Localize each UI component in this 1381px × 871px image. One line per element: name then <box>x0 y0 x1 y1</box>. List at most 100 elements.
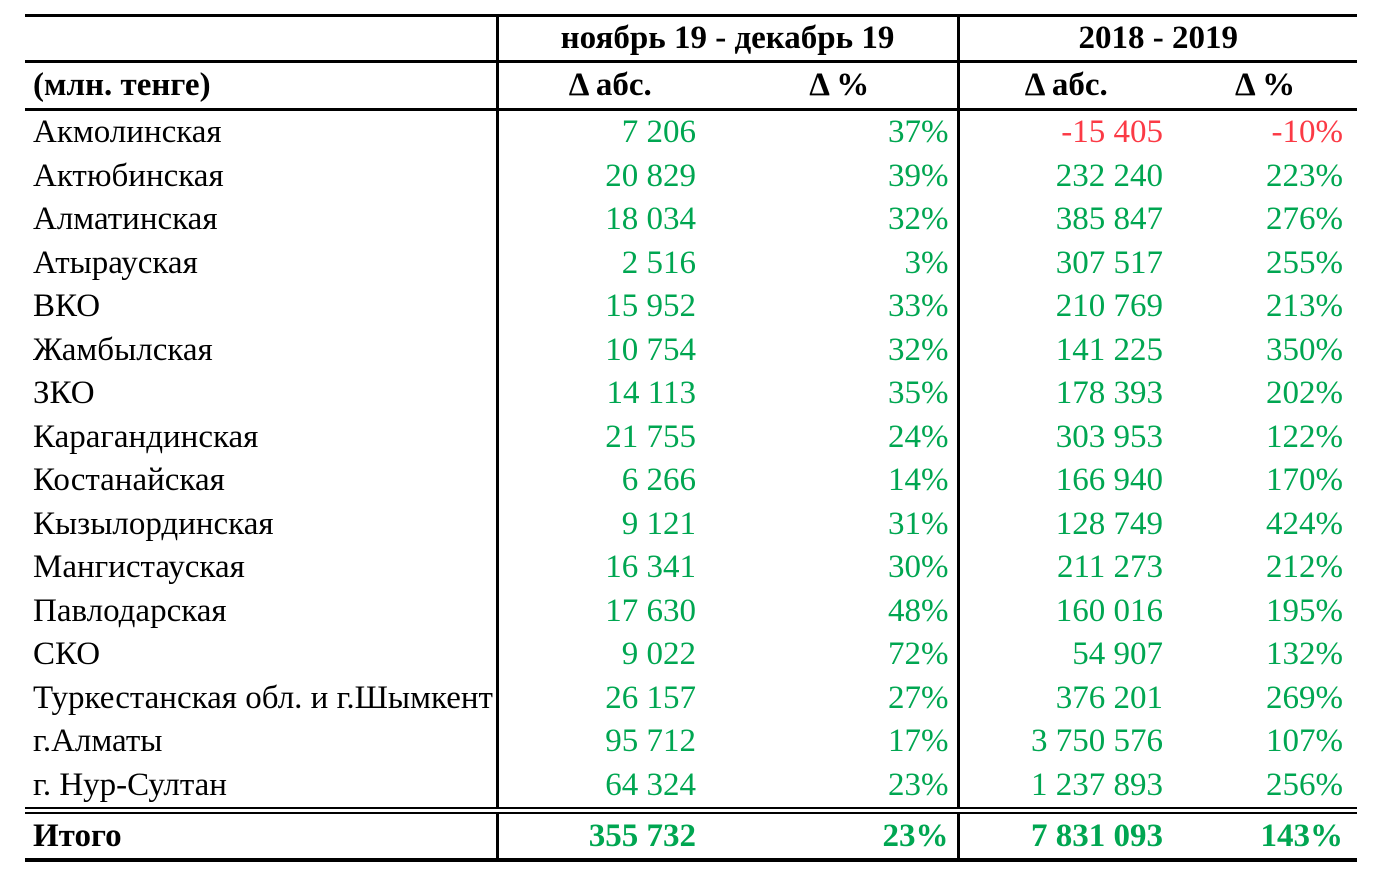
value-cell: 2 516 <box>495 241 722 285</box>
region-cell: Костанайская <box>33 462 225 499</box>
value-cell: 14 113 <box>495 372 722 416</box>
value-cell: 255% <box>1266 244 1344 281</box>
region-cell: Алматинская <box>33 201 218 238</box>
value-cell: 3 750 576 <box>956 720 1174 764</box>
value-cell: 9 022 <box>495 633 722 677</box>
value-cell: 64 324 <box>495 763 722 811</box>
value-cell: 141 225 <box>956 328 1174 372</box>
value-cell: 30% <box>888 549 949 586</box>
value-cell: 256% <box>1266 766 1344 803</box>
region-cell: Кызылординская <box>33 505 274 542</box>
value-cell: 307 517 <box>956 241 1174 285</box>
value-cell: 16 341 <box>495 546 722 590</box>
value-cell: 31% <box>888 505 949 542</box>
value-cell: 232 240 <box>956 154 1174 198</box>
total-value-cell: 7 831 093 <box>956 807 1174 862</box>
group-header-row: ноябрь 19 - декабрь 19 2018 - 2019 <box>25 14 1358 63</box>
value-cell: 376 201 <box>956 676 1174 720</box>
total-value-cell: 355 732 <box>495 807 722 862</box>
group-header-nov-dec-19: ноябрь 19 - декабрь 19 <box>495 14 959 63</box>
value-cell: 202% <box>1266 375 1344 412</box>
table-row: Актюбинская 20 829 39% 232 240 223% <box>25 154 1357 198</box>
value-cell: 20 829 <box>495 154 722 198</box>
value-cell: 223% <box>1266 157 1344 194</box>
table-row: СКО 9 022 72% 54 907 132% <box>25 633 1357 677</box>
table-row: Туркестанская обл. и г.Шымкент 26 157 27… <box>25 676 1357 720</box>
value-cell: 166 940 <box>956 459 1174 503</box>
region-cell: Атырауская <box>33 244 198 281</box>
value-cell: 195% <box>1266 592 1344 629</box>
region-cell: СКО <box>33 636 101 673</box>
region-cell: Мангистауская <box>33 549 245 586</box>
value-cell: 21 755 <box>495 415 722 459</box>
value-cell: 128 749 <box>956 502 1174 546</box>
region-cell: Акмолинская <box>33 114 222 151</box>
region-cell: Жамбылская <box>33 331 213 368</box>
value-cell: 213% <box>1266 288 1344 325</box>
value-cell: 37% <box>888 114 949 151</box>
region-cell: ЗКО <box>33 375 95 412</box>
table-row: Павлодарская 17 630 48% 160 016 195% <box>25 589 1357 633</box>
value-cell: 385 847 <box>956 198 1174 242</box>
table-row: ВКО 15 952 33% 210 769 213% <box>25 285 1357 329</box>
value-cell: 24% <box>888 418 949 455</box>
value-cell: 72% <box>888 636 949 673</box>
value-cell: 178 393 <box>956 372 1174 416</box>
region-cell: г.Алматы <box>33 723 163 760</box>
value-cell: 1 237 893 <box>956 763 1174 811</box>
table-row: Акмолинская 7 206 37% -15 405 -10% <box>25 109 1357 155</box>
value-cell: 48% <box>888 592 949 629</box>
value-cell: 132% <box>1266 636 1344 673</box>
table-row: Костанайская 6 266 14% 166 940 170% <box>25 459 1357 503</box>
table-row: г.Алматы 95 712 17% 3 750 576 107% <box>25 720 1357 764</box>
table-row: г. Нур-Султан 64 324 23% 1 237 893 256% <box>25 763 1357 811</box>
value-cell: 211 273 <box>956 546 1174 590</box>
value-cell: 6 266 <box>495 459 722 503</box>
subcolumn-header-row: (млн. тенге) Δ абс. Δ % Δ абс. Δ % <box>25 61 1358 111</box>
total-row: Итого 355 732 23% 7 831 093 143% <box>25 807 1358 862</box>
value-cell: 350% <box>1266 331 1344 368</box>
value-cell: 54 907 <box>956 633 1174 677</box>
value-cell: 303 953 <box>956 415 1174 459</box>
col-header-delta-pct-2: Δ % <box>1173 61 1358 111</box>
value-cell: -10% <box>1271 114 1344 151</box>
value-cell: 424% <box>1266 505 1344 542</box>
table-row: Атырауская 2 516 3% 307 517 255% <box>25 241 1357 285</box>
region-cell: Павлодарская <box>33 592 227 629</box>
group-header-2018-2019: 2018 - 2019 <box>956 14 1358 63</box>
table-row: Кызылординская 9 121 31% 128 749 424% <box>25 502 1357 546</box>
value-cell: 170% <box>1266 462 1344 499</box>
value-cell: 276% <box>1266 201 1344 238</box>
value-cell: 23% <box>888 766 949 803</box>
value-cell: 32% <box>888 331 949 368</box>
table-row: Карагандинская 21 755 24% 303 953 122% <box>25 415 1357 459</box>
table-row: ЗКО 14 113 35% 178 393 202% <box>25 372 1357 416</box>
table-body: Акмолинская 7 206 37% -15 405 -10% Актюб… <box>25 109 1357 811</box>
value-cell: 95 712 <box>495 720 722 764</box>
table-row: Жамбылская 10 754 32% 141 225 350% <box>25 328 1357 372</box>
value-cell: 18 034 <box>495 198 722 242</box>
value-cell: 210 769 <box>956 285 1174 329</box>
value-cell: 9 121 <box>495 502 722 546</box>
value-cell: 212% <box>1266 549 1344 586</box>
region-cell: г. Нур-Султан <box>33 766 227 803</box>
region-cell: Актюбинская <box>33 157 224 194</box>
value-cell: 14% <box>888 462 949 499</box>
regions-delta-table: ноябрь 19 - декабрь 19 2018 - 2019 (млн.… <box>25 14 1358 862</box>
value-cell: 107% <box>1266 723 1344 760</box>
table-row: Алматинская 18 034 32% 385 847 276% <box>25 198 1357 242</box>
value-cell: 17 630 <box>495 589 722 633</box>
total-value-cell: 23% <box>722 807 959 862</box>
col-header-delta-pct-1: Δ % <box>722 61 959 111</box>
table-row: Мангистауская 16 341 30% 211 273 212% <box>25 546 1357 590</box>
region-cell: Туркестанская обл. и г.Шымкент <box>33 679 493 716</box>
value-cell: 7 206 <box>495 109 722 155</box>
value-cell: 122% <box>1266 418 1344 455</box>
group-header-spacer <box>25 14 497 63</box>
region-cell: ВКО <box>33 288 101 325</box>
value-cell: 10 754 <box>495 328 722 372</box>
value-cell: 17% <box>888 723 949 760</box>
value-cell: 32% <box>888 201 949 238</box>
value-cell: 3% <box>904 244 949 281</box>
